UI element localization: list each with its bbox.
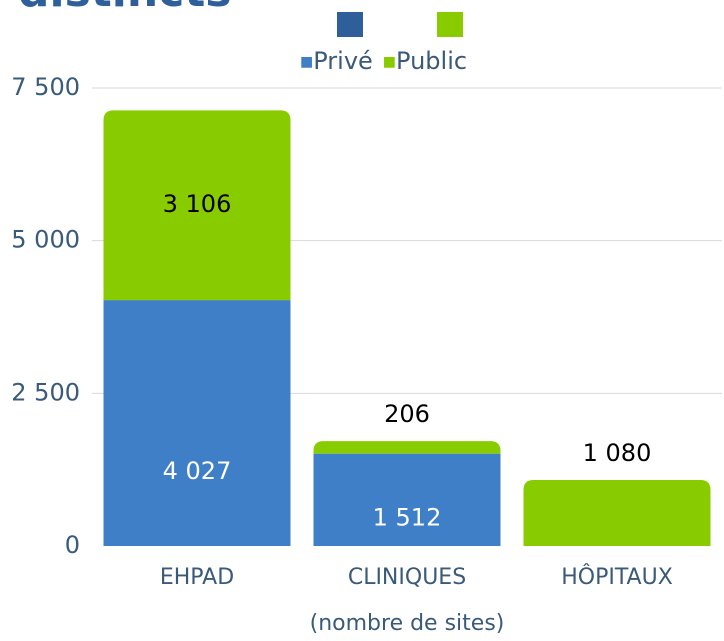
value-label: 1 512 xyxy=(373,503,442,531)
bar-segment xyxy=(523,480,711,546)
bar-segment xyxy=(313,453,501,546)
legend-marker: ■ xyxy=(383,54,396,70)
y-tick-label: 5 000 xyxy=(11,226,80,254)
bar-segment xyxy=(103,110,291,301)
y-tick-label: 0 xyxy=(65,531,80,559)
x-tick-label: HÔPITAUX xyxy=(561,564,673,590)
x-axis-label: (nombre de sites) xyxy=(310,611,505,636)
bar-segment xyxy=(313,441,501,454)
chart-title: distincts xyxy=(18,0,232,17)
x-tick-label: EHPAD xyxy=(160,565,234,590)
legend-label: Privé xyxy=(313,47,373,75)
legend: ■Privé ■Public xyxy=(300,47,467,75)
bar-segment xyxy=(103,300,291,546)
x-tick-label: CLINIQUES xyxy=(348,565,466,590)
value-label: 1 080 xyxy=(583,439,652,467)
legend-swatch xyxy=(437,12,463,37)
y-tick-label: 2 500 xyxy=(11,378,80,406)
value-label: 3 106 xyxy=(163,190,232,218)
legend-marker: ■ xyxy=(300,54,313,70)
value-label: 4 027 xyxy=(163,457,232,485)
legend-label: Public xyxy=(396,47,467,75)
value-label: 206 xyxy=(384,400,430,428)
y-tick-label: 7 500 xyxy=(11,73,80,101)
legend-swatch xyxy=(337,12,363,37)
